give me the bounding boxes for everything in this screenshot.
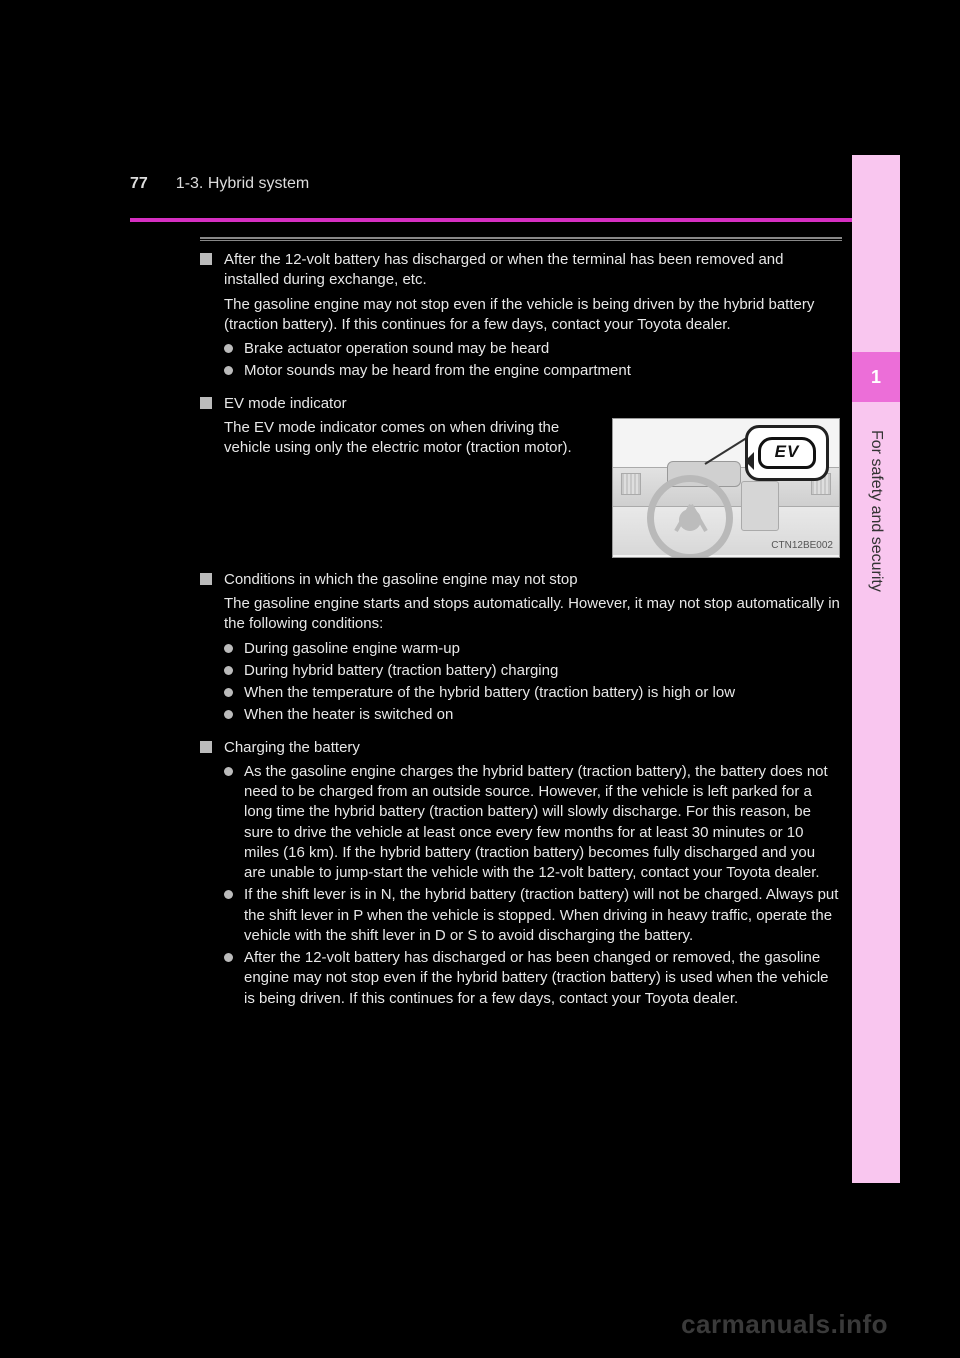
side-chapter-label-text: For safety and security xyxy=(867,430,885,592)
list-item: After the 12-volt battery has discharged… xyxy=(200,948,840,1009)
breadcrumb: 1-3. Hybrid system xyxy=(176,175,309,193)
watermark: carmanuals.info xyxy=(681,1309,888,1340)
list-item: If the shift lever is in N, the hybrid b… xyxy=(200,885,840,946)
figure-caption: CTN12BE002 xyxy=(771,539,833,553)
header-rule-double xyxy=(200,237,842,241)
section-heading: EV mode indicator xyxy=(200,394,840,414)
section-body: The gasoline engine starts and stops aut… xyxy=(200,594,840,635)
section-body: The EV mode indicator comes on when driv… xyxy=(200,418,598,459)
page-header: 77 1-3. Hybrid system xyxy=(130,175,842,193)
dashboard-figure: EV CTN12BE002 xyxy=(612,418,840,558)
section-heading: Charging the battery xyxy=(200,738,840,758)
header-rule-accent xyxy=(130,218,852,222)
list-item: When the heater is switched on xyxy=(200,705,840,725)
chapter-index: 1 xyxy=(871,367,881,388)
ev-indicator-icon: EV xyxy=(758,437,816,469)
section-battery-disconnect: After the 12-volt battery has discharged… xyxy=(200,250,840,382)
list-item: Brake actuator operation sound may be he… xyxy=(200,339,840,359)
section-engine-no-stop: Conditions in which the gasoline engine … xyxy=(200,570,840,726)
section-heading: After the 12-volt battery has discharged… xyxy=(200,250,840,291)
manual-page: 1 For safety and security 77 1-3. Hybrid… xyxy=(0,0,960,1358)
section-ev-mode: EV mode indicator The EV mode indicator … xyxy=(200,394,840,558)
list-item: When the temperature of the hybrid batte… xyxy=(200,683,840,703)
section-heading: Conditions in which the gasoline engine … xyxy=(200,570,840,590)
section-charging: Charging the battery As the gasoline eng… xyxy=(200,738,840,1009)
list-item: During hybrid battery (traction battery)… xyxy=(200,661,840,681)
ev-indicator-text: EV xyxy=(758,441,816,464)
page-content: After the 12-volt battery has discharged… xyxy=(200,250,840,1021)
side-chapter-label: For safety and security xyxy=(852,410,900,810)
ev-callout-bubble: EV xyxy=(745,425,829,481)
page-number: 77 xyxy=(130,175,148,193)
list-item: During gasoline engine warm-up xyxy=(200,639,840,659)
list-item: Motor sounds may be heard from the engin… xyxy=(200,361,840,381)
section-body: The gasoline engine may not stop even if… xyxy=(200,295,840,336)
chapter-index-badge: 1 xyxy=(852,352,900,402)
list-item: As the gasoline engine charges the hybri… xyxy=(200,762,840,884)
